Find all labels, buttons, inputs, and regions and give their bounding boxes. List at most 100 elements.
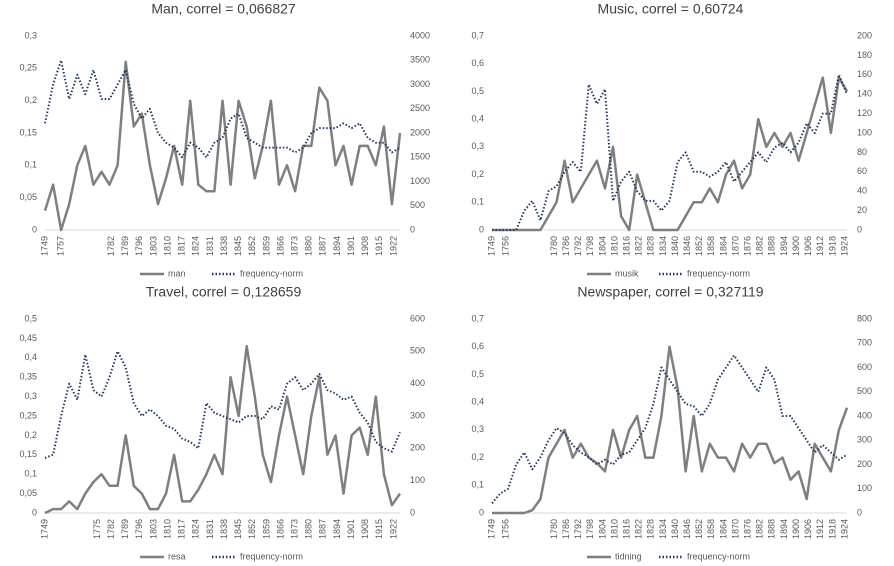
legend-label: man: [168, 268, 186, 278]
legend-label: frequency-norm: [687, 551, 750, 561]
y2-tick-label: 500: [857, 386, 872, 396]
x-tick-label: 1828: [646, 519, 656, 539]
data-line: [43, 60, 402, 232]
x-tick-label: 1901: [346, 236, 356, 256]
y2-tick-label: 300: [410, 410, 425, 420]
x-tick-label: 1757: [56, 236, 66, 256]
chart-title: Newspaper, correl = 0,327119: [577, 284, 763, 300]
x-tick-label: 1822: [634, 519, 644, 539]
y2-tick-label: 160: [857, 69, 872, 79]
x-tick-label: 1845: [233, 519, 243, 539]
x-tick-label: 1880: [304, 236, 314, 256]
y-tick-label: 0,6: [471, 341, 484, 351]
y-tick-label: 0: [479, 224, 484, 234]
x-tick-label: 1852: [694, 236, 704, 256]
x-tick-label: 1894: [779, 236, 789, 256]
x-tick-label: 1798: [585, 519, 595, 539]
y-tick-label: 0,4: [471, 114, 484, 124]
y-tick-label: 0,5: [471, 86, 484, 96]
x-tick-label: 1780: [549, 519, 559, 539]
y-tick-label: 0: [479, 507, 484, 517]
y-tick-label: 0: [32, 224, 37, 234]
x-tick-label: 1796: [134, 519, 144, 539]
x-tick-label: 1915: [374, 519, 384, 539]
legend-label: resa: [168, 551, 186, 561]
y2-tick-label: 100: [857, 483, 872, 493]
x-tick-label: 1831: [205, 519, 215, 539]
x-tick-label: 1810: [609, 236, 619, 256]
x-tick-label: 1816: [622, 236, 632, 256]
y2-tick-label: 0: [857, 224, 862, 234]
y2-tick-label: 0: [410, 224, 415, 234]
x-tick-label: 1888: [767, 519, 777, 539]
y2-tick-label: 2000: [410, 127, 430, 137]
x-tick-label: 1894: [332, 236, 342, 256]
y2-tick-label: 100: [410, 475, 425, 485]
x-tick-label: 1792: [573, 519, 583, 539]
x-tick-label: 1866: [275, 236, 285, 256]
x-tick-label: 1824: [191, 236, 201, 256]
x-tick-label: 1834: [658, 236, 668, 256]
y-tick-label: 0,2: [24, 430, 37, 440]
y2-tick-label: 200: [410, 443, 425, 453]
x-tick-label: 1822: [634, 236, 644, 256]
x-tick-label: 1798: [585, 236, 595, 256]
y2-tick-label: 300: [857, 435, 872, 445]
y-tick-label: 0,45: [19, 333, 37, 343]
legend-label: frequency-norm: [240, 268, 303, 278]
data-line: [492, 73, 848, 231]
x-tick-label: 1817: [177, 519, 187, 539]
data-line: [492, 345, 849, 515]
x-tick-label: 1880: [304, 519, 314, 539]
y-tick-label: 0,6: [471, 58, 484, 68]
y2-tick-label: 200: [857, 30, 872, 40]
y2-tick-label: 140: [857, 89, 872, 99]
y2-tick-label: 700: [857, 338, 872, 348]
x-tick-label: 1831: [205, 236, 215, 256]
x-tick-label: 1887: [318, 236, 328, 256]
y-tick-label: 0,35: [19, 372, 37, 382]
x-tick-label: 1906: [803, 519, 813, 539]
x-tick-label: 1918: [827, 519, 837, 539]
x-tick-label: 1882: [755, 519, 765, 539]
y2-tick-label: 800: [857, 313, 872, 323]
y2-tick-label: 120: [857, 108, 872, 118]
x-tick-label: 1882: [755, 236, 765, 256]
y-tick-label: 0,3: [24, 391, 37, 401]
x-tick-label: 1789: [120, 519, 130, 539]
y2-tick-label: 400: [410, 378, 425, 388]
x-tick-label: 1804: [597, 519, 607, 539]
x-tick-label: 1900: [791, 519, 801, 539]
x-tick-label: 1906: [803, 236, 813, 256]
chart-panel: Man, correl = 0,066827 0 0,05 0,1 0,15 0,2 0,2…: [19, 1, 430, 279]
y-tick-label: 0,05: [19, 488, 37, 498]
y-tick-label: 0,5: [24, 313, 37, 323]
x-tick-label: 1924: [839, 236, 849, 256]
y2-tick-label: 60: [857, 166, 867, 176]
x-tick-label: 1924: [839, 519, 849, 539]
x-tick-label: 1864: [718, 519, 728, 539]
x-tick-label: 1803: [148, 519, 158, 539]
x-tick-label: 1834: [658, 519, 668, 539]
x-tick-label: 1803: [148, 236, 158, 256]
legend-label: frequency-norm: [240, 551, 303, 561]
y2-tick-label: 0: [857, 507, 862, 517]
y-tick-label: 0,4: [24, 352, 37, 362]
chart-panel: Travel, correl = 0,128659 0 0,05 0,1 0,15 0,2…: [19, 284, 425, 562]
x-tick-label: 1838: [219, 519, 229, 539]
x-tick-label: 1810: [162, 519, 172, 539]
legend-label: tidning: [615, 551, 642, 561]
x-tick-label: 1749: [39, 236, 49, 256]
data-line: [44, 344, 402, 515]
x-tick-label: 1887: [318, 519, 328, 539]
y-tick-label: 0,7: [471, 313, 484, 323]
x-tick-label: 1870: [730, 519, 740, 539]
x-tick-label: 1804: [597, 236, 607, 256]
y-tick-label: 0,2: [24, 95, 37, 105]
x-tick-label: 1876: [743, 236, 753, 256]
x-tick-label: 1852: [247, 236, 257, 256]
y2-tick-label: 3500: [410, 55, 430, 65]
x-tick-label: 1912: [815, 236, 825, 256]
y2-tick-label: 500: [410, 200, 425, 210]
